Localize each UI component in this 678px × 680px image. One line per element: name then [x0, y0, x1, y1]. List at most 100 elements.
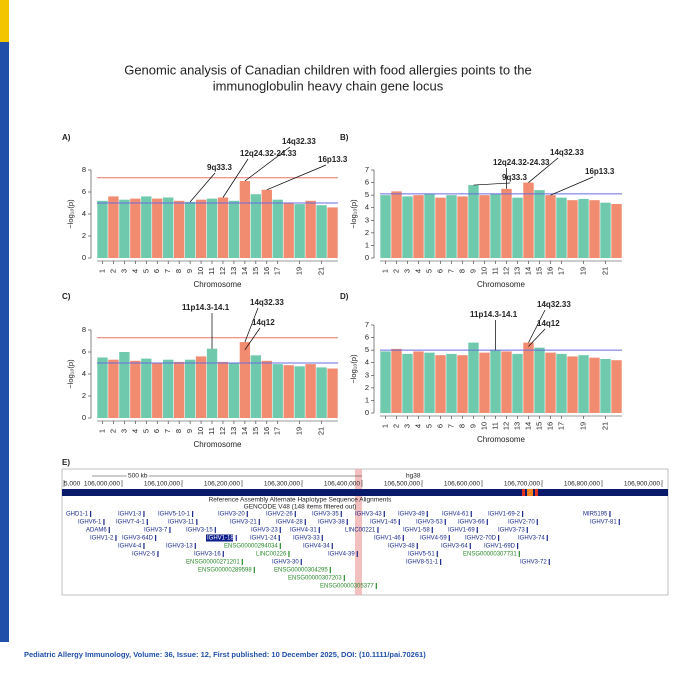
gene-label: MIR5195	[583, 512, 608, 518]
gene-label: IGHV4-59	[420, 536, 447, 542]
gene-glyph	[618, 519, 620, 525]
gene-glyph	[444, 519, 446, 525]
gene-glyph	[416, 543, 418, 549]
chromosome-signal	[152, 363, 163, 418]
gene-label: IGHV1-3	[118, 512, 142, 518]
gene-label: IGHV1-69	[448, 528, 475, 534]
gene-glyph	[103, 519, 105, 525]
gene-glyph	[321, 535, 323, 541]
chromosome-signal	[272, 199, 283, 258]
gene-label: IGHV3-20	[218, 512, 245, 518]
position-label: 5,000	[64, 481, 81, 488]
gene-glyph	[440, 559, 442, 565]
y-tick-label: 8	[82, 165, 86, 174]
annotation-pointer	[528, 328, 546, 347]
annotation-pointer	[266, 164, 327, 191]
gene-glyph	[155, 535, 157, 541]
gene-glyph	[288, 551, 290, 557]
gene-label: IGHV8-51-1	[406, 560, 439, 566]
annotation: 14q32.33	[250, 298, 284, 307]
x-tick-label: 5	[141, 269, 150, 273]
position-label: 106,300,000	[264, 481, 301, 488]
gene-glyph	[192, 511, 194, 517]
gene-glyph	[526, 527, 528, 533]
gene-glyph	[340, 511, 342, 517]
annotation-pointer	[550, 176, 594, 196]
x-tick-label: 16	[262, 267, 271, 275]
x-tick-label: 9	[185, 429, 194, 433]
chromosome-signal	[380, 351, 391, 413]
gene-label: ENSG00000307731	[463, 552, 517, 558]
chromosome-signal	[391, 348, 402, 413]
position-label: 106,500,000	[384, 481, 421, 488]
chromosome-signal	[184, 201, 196, 258]
x-tick-label: 8	[174, 269, 183, 273]
x-tick-label: 10	[479, 422, 488, 430]
annotation-pointer	[189, 172, 216, 203]
x-tick-label: 17	[556, 422, 565, 430]
annotation: 9q33.3	[207, 163, 232, 172]
x-axis-label: Chromosome	[193, 440, 242, 449]
gene-glyph	[469, 543, 471, 549]
x-tick-label: 13	[229, 267, 238, 275]
chromosome-signal	[391, 191, 402, 258]
gene-glyph	[486, 519, 488, 525]
x-tick-label: 9	[468, 424, 477, 428]
chromosome-signal	[468, 342, 479, 413]
gene-label: IGHV1-58	[403, 528, 430, 534]
gene-label: IGHV7-81	[590, 520, 617, 526]
chromosome-signal	[316, 367, 327, 418]
gene-label: IGHV5-10-1	[158, 512, 191, 518]
x-tick-label: 11	[207, 427, 216, 435]
gene-glyph	[436, 551, 438, 557]
x-tick-label: 12	[501, 267, 510, 275]
x-tick-label: 16	[545, 422, 554, 430]
highlight-region	[355, 469, 362, 595]
x-axis-label: Chromosome	[193, 280, 242, 289]
chromosome-signal	[512, 353, 523, 413]
y-tick-label: 4	[82, 369, 86, 378]
gene-label: IGHV3-66	[458, 520, 485, 526]
y-tick-label: 5	[365, 345, 369, 354]
x-tick-label: 15	[251, 267, 260, 275]
gene-label: ADAM6	[86, 528, 107, 534]
panel-label: C)	[62, 292, 71, 301]
y-tick-label: 2	[82, 391, 86, 400]
gene-label: IGHV1-69D	[484, 544, 516, 550]
gene-label: IGHV3-11	[168, 520, 195, 526]
annotation: 9q33.3	[502, 173, 527, 182]
chromosome-signal	[283, 365, 294, 418]
panel-label: A)	[62, 133, 71, 142]
y-axis-label: −log₁₀(p)	[349, 199, 358, 229]
annotation: 11p14.3-14.1	[182, 303, 230, 312]
annotation: 16p13.3	[318, 155, 348, 164]
chromosome-signal	[119, 199, 130, 258]
y-tick-label: 2	[365, 383, 369, 392]
x-tick-label: 11	[490, 267, 499, 275]
x-tick-label: 21	[317, 427, 326, 435]
panel-label: D)	[340, 292, 349, 301]
chromosome-signal	[195, 356, 207, 418]
chromosome-signal	[479, 195, 490, 258]
gene-glyph	[279, 527, 281, 533]
y-tick-label: 4	[82, 209, 86, 218]
chromosome-signal	[141, 196, 152, 258]
annotation: 14q12	[252, 318, 275, 327]
gene-glyph	[196, 519, 198, 525]
gene-label: IGHV4-28	[276, 520, 303, 526]
chromosome-signal	[435, 197, 446, 258]
y-tick-label: 7	[365, 320, 369, 329]
x-tick-label: 16	[545, 267, 554, 275]
x-tick-label: 7	[163, 269, 172, 273]
chromosome-signal	[523, 342, 534, 413]
gene-glyph	[278, 535, 280, 541]
position-label: 106,800,000	[564, 481, 601, 488]
annotation: 11p14.3-14.1	[470, 310, 518, 319]
annotation: 12q24.32-24.33	[493, 158, 550, 167]
gene-label: IGHV3-13	[166, 544, 193, 550]
x-tick-label: 17	[273, 267, 282, 275]
x-tick-label: 8	[174, 429, 183, 433]
position-label: 106,900,000	[624, 481, 661, 488]
chromosome-signal	[567, 356, 578, 413]
